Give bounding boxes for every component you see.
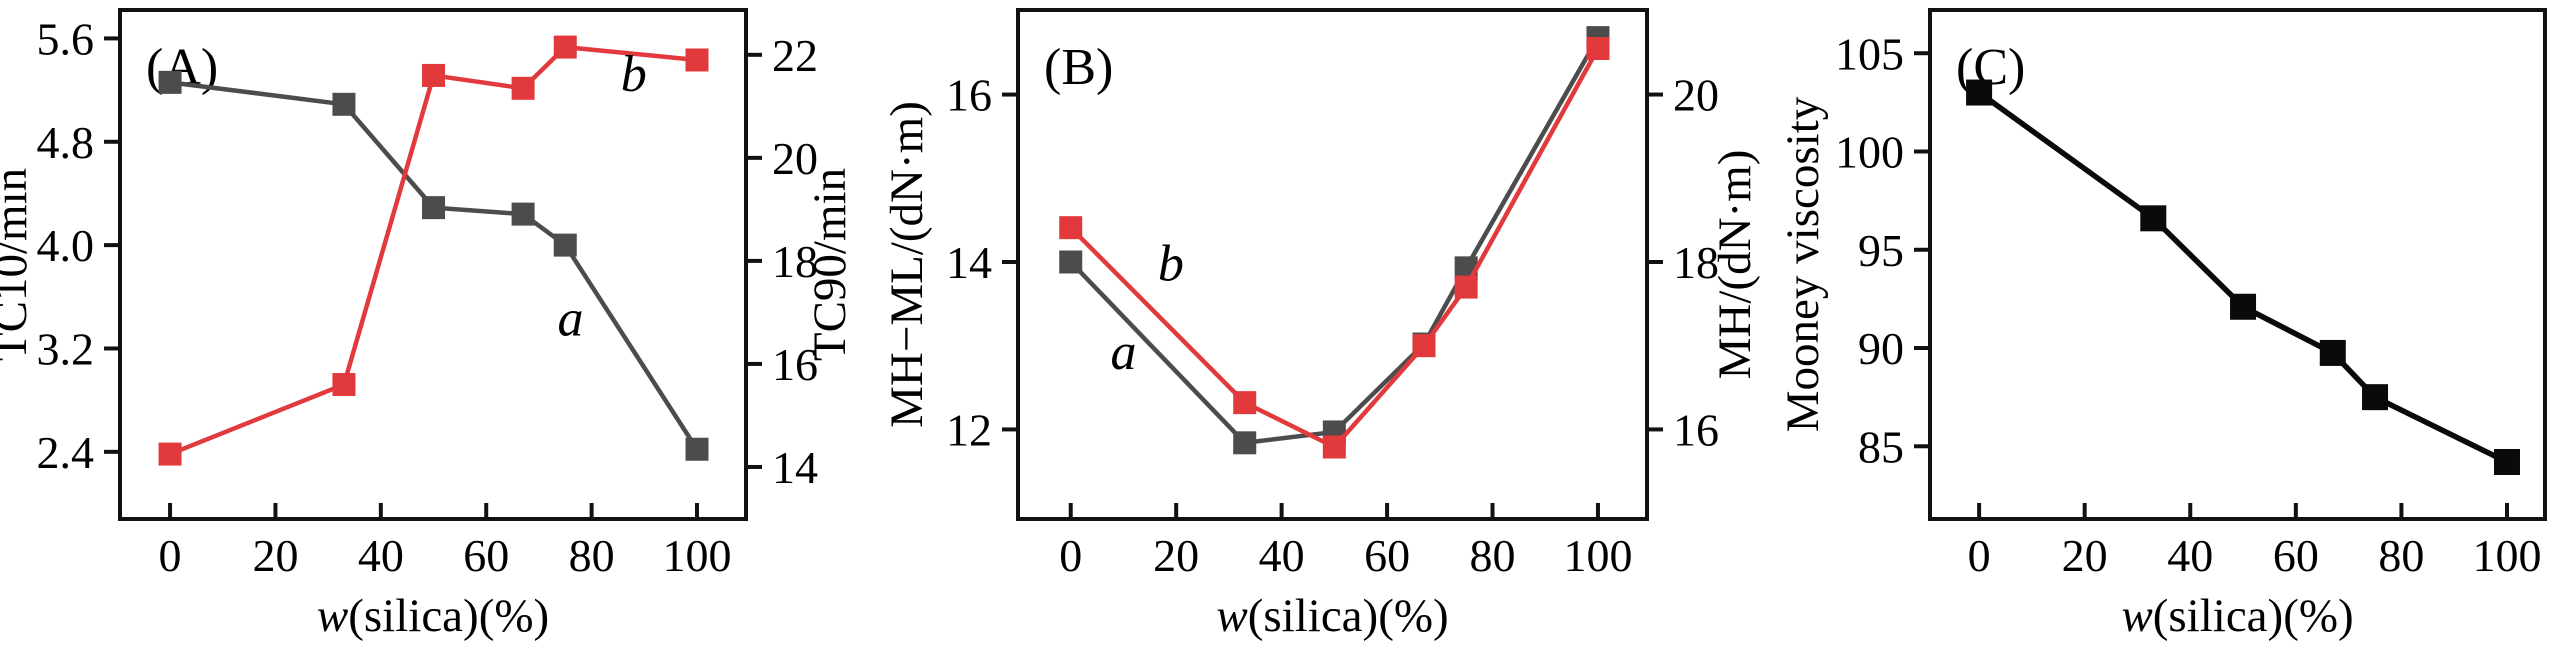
- x-tick-label-A-20: 20: [252, 530, 298, 581]
- right-y-tick-label-B-16: 16: [1673, 405, 1719, 456]
- series-C-marker: [2362, 384, 2389, 411]
- series-a-marker: [158, 70, 182, 94]
- x-tick-label-A-60: 60: [463, 530, 509, 581]
- left-y-tick-label-A-4.0: 4.0: [37, 220, 95, 271]
- x-tick-label-B-0: 0: [1059, 530, 1082, 581]
- right-y-tick-label-B-18: 18: [1673, 237, 1719, 288]
- series-a-marker: [332, 92, 356, 116]
- series-b-line: [1069, 47, 1600, 450]
- series-label-a-B: a: [1110, 324, 1136, 381]
- left-y-tick-label-A-4.8: 4.8: [37, 117, 95, 168]
- x-axis-title-A: w(silica)(%): [317, 590, 549, 642]
- left-y-tick-label-C-100: 100: [1835, 127, 1904, 178]
- x-tick-label-A-0: 0: [159, 530, 182, 581]
- left-y-tick-label-C-90: 90: [1858, 323, 1904, 374]
- series-a-marker: [1059, 250, 1083, 274]
- left-y-tick-label-B-14: 14: [946, 237, 992, 288]
- plot-box-B: [1016, 8, 1649, 521]
- left-y-tick-label-B-12: 12: [946, 405, 992, 456]
- left-y-tick-label-A-5.6: 5.6: [37, 14, 95, 65]
- x-tick-label-C-0: 0: [1968, 530, 1991, 581]
- x-tick-label-B-40: 40: [1259, 530, 1305, 581]
- right-y-tick-label-A-18: 18: [772, 236, 818, 287]
- left-axis-title-A: TC10/min: [0, 168, 37, 361]
- right-y-tick-label-A-16: 16: [772, 339, 818, 390]
- panel-B: 0 20 40 60 80 100 w(silica)(%) 12 14 16 MH−ML/(dN·…: [881, 8, 1761, 642]
- series-b-marker: [1233, 391, 1257, 415]
- series-b-marker: [553, 35, 577, 59]
- series-b-marker: [332, 373, 356, 397]
- left-y-tick-label-C-95: 95: [1858, 225, 1904, 276]
- x-axis-title-C: w(silica)(%): [2121, 590, 2353, 642]
- series-b-marker: [1586, 37, 1610, 61]
- x-tick-label-C-60: 60: [2273, 530, 2319, 581]
- left-y-tick-label-C-85: 85: [1858, 421, 1904, 472]
- series-b-marker: [1454, 275, 1478, 299]
- series-C-marker: [2230, 293, 2257, 320]
- series-a-marker: [685, 437, 709, 461]
- series-a-line: [169, 80, 699, 451]
- right-axis-title-B: MH/(dN·m): [1709, 150, 1761, 380]
- x-tick-label-A-40: 40: [358, 530, 404, 581]
- right-y-tick-label-B-20: 20: [1673, 70, 1719, 121]
- right-axis-title-A: TC90/min: [804, 168, 856, 361]
- left-axis-title-B: MH−ML/(dN·m): [881, 101, 933, 428]
- x-tick-label-C-100: 100: [2472, 530, 2541, 581]
- left-y-tick-label-A-3.2: 3.2: [37, 324, 95, 375]
- x-tick-label-C-20: 20: [2062, 530, 2108, 581]
- series-a-marker: [553, 233, 577, 257]
- series-C-line: [1977, 90, 2509, 465]
- x-tick-label-A-100: 100: [662, 530, 731, 581]
- series-b-marker: [158, 442, 182, 466]
- series-C-marker: [1966, 79, 1993, 106]
- left-y-tick-label-B-16: 16: [946, 70, 992, 121]
- plot-box-C: [1928, 8, 2547, 521]
- x-tick-label-C-40: 40: [2167, 530, 2213, 581]
- x-tick-label-B-60: 60: [1364, 530, 1410, 581]
- x-axis-title-B: w(silica)(%): [1216, 590, 1448, 642]
- series-b-marker: [422, 63, 446, 87]
- series-b-marker: [1322, 435, 1346, 459]
- series-label-b-A: b: [621, 46, 647, 103]
- x-tick-label-A-80: 80: [569, 530, 615, 581]
- series-b-line: [169, 44, 698, 457]
- series-label-b-B: b: [1158, 235, 1184, 292]
- left-y-tick-label-C-105: 105: [1835, 28, 1904, 79]
- series-C-marker: [2493, 449, 2520, 476]
- series-a-marker: [422, 196, 446, 220]
- series-C-marker: [2319, 339, 2346, 366]
- right-y-tick-label-A-20: 20: [772, 133, 818, 184]
- right-y-tick-label-A-14: 14: [772, 442, 818, 493]
- series-a-line: [1069, 36, 1600, 446]
- x-tick-label-B-20: 20: [1153, 530, 1199, 581]
- x-tick-label-C-80: 80: [2378, 530, 2424, 581]
- series-label-a-A: a: [558, 291, 584, 348]
- series-b-marker: [1412, 334, 1436, 358]
- panel-A: 0 20 40 60 80 100 w(silica)(%) 2.4 3.2 4.0 4.8 5.6 T…: [0, 8, 856, 642]
- plot-box-A: [118, 8, 748, 521]
- series-b-marker: [685, 48, 709, 72]
- panel-letter-B: (B): [1044, 39, 1113, 96]
- x-tick-label-B-100: 100: [1563, 530, 1632, 581]
- left-axis-title-C: Mooney viscosity: [1777, 96, 1829, 432]
- series-b-marker: [1059, 216, 1083, 240]
- series-C-marker: [2140, 205, 2167, 232]
- right-y-tick-label-A-22: 22: [772, 30, 818, 81]
- left-y-tick-label-A-2.4: 2.4: [37, 427, 95, 478]
- series-a-marker: [1233, 431, 1257, 455]
- series-b-marker: [511, 76, 535, 100]
- series-a-marker: [511, 202, 535, 226]
- x-tick-label-B-80: 80: [1470, 530, 1516, 581]
- panel-C: 0 20 40 60 80 100 w(silica)(%) 85 90 95 100 105Moon…: [1777, 8, 2547, 642]
